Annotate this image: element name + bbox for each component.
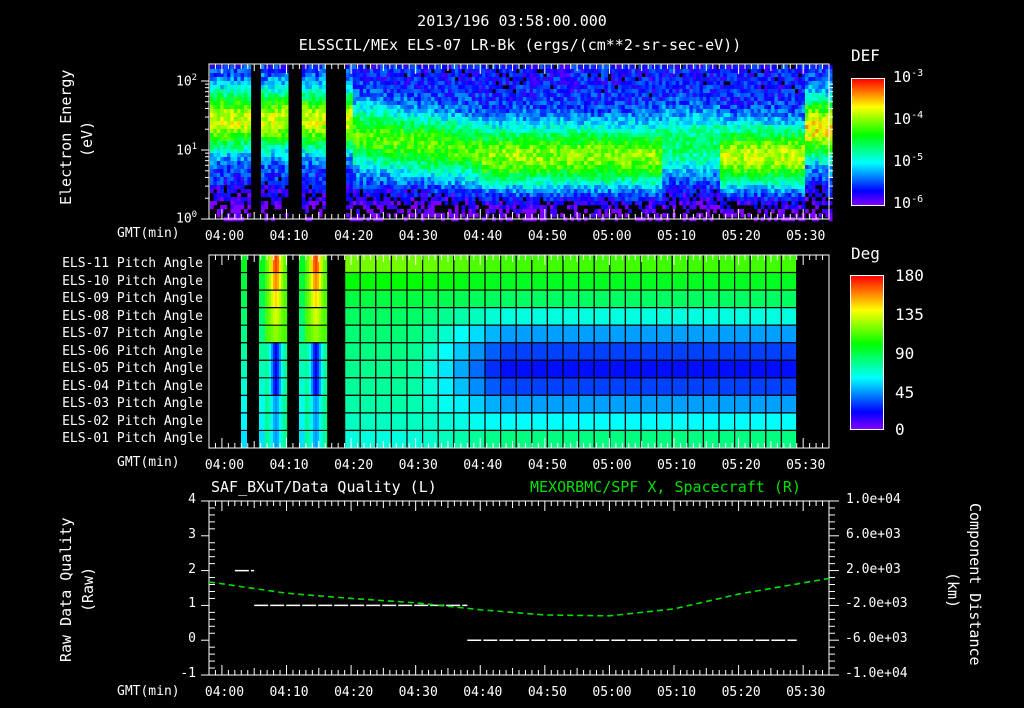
quality-right-ytick: 1.0e+04	[846, 492, 901, 507]
pitch-row-label: ELS-08 Pitch Angle	[62, 308, 203, 324]
xtick-label: 04:40	[463, 685, 503, 700]
quality-left-title: SAF_BXuT/Data Quality (L)	[211, 478, 437, 496]
quality-left-ytick: 2	[188, 561, 196, 577]
deg-colorbar-label-180: 180	[895, 266, 924, 285]
xtick-label: 05:30	[786, 685, 826, 700]
deg-colorbar	[850, 275, 884, 430]
xtick-label: 05:20	[721, 229, 761, 244]
xtick-label: 04:40	[463, 229, 503, 244]
pitch-row-label: ELS-11 Pitch Angle	[62, 256, 203, 271]
pitch-row-label: ELS-10 Pitch Angle	[62, 273, 203, 289]
xtick-label: 05:00	[592, 229, 632, 244]
energy-ylabel: Electron Energy	[57, 69, 75, 205]
def-colorbar-label-1e-4: 10-4	[893, 110, 924, 128]
def-colorbar-label-1e-3: 10-3	[893, 68, 924, 86]
pitch-row-label: ELS-06 Pitch Angle	[62, 343, 203, 359]
xtick-label: 04:20	[334, 229, 374, 244]
quality-right-ytick: -1.0e+04	[845, 666, 908, 681]
xtick-label: 05:00	[592, 685, 632, 700]
energy-xaxis-label: GMT(min)	[117, 226, 180, 241]
energy-ytick-1: 100	[176, 210, 198, 227]
xtick-label: 04:50	[527, 685, 567, 700]
xtick-label: 05:30	[786, 458, 826, 473]
xtick-label: 04:30	[398, 685, 438, 700]
spectrogram-title: ELSSCIL/MEx ELS-07 LR-Bk (ergs/(cm**2-sr…	[298, 36, 742, 54]
xtick-label: 04:50	[527, 229, 567, 244]
plot-timestamp: 2013/196 03:58:00.000	[417, 12, 607, 30]
xtick-label: 04:00	[204, 229, 245, 244]
quality-left-ylabel: Raw Data Quality	[57, 517, 75, 663]
spacecraft-line	[208, 577, 830, 617]
xtick-label: 04:00	[204, 685, 245, 700]
quality-right-ylabel: Component Distance	[966, 503, 984, 666]
quality-right-ylabel-unit: (km)	[944, 572, 962, 609]
pitch-row-label: ELS-05 Pitch Angle	[62, 361, 203, 377]
energy-ytick-10: 101	[176, 142, 198, 159]
quality-left-ylabel-unit: (Raw)	[79, 566, 97, 612]
xtick-label: 04:30	[398, 229, 438, 244]
def-colorbar-label-1e-5: 10-5	[893, 152, 924, 170]
quality-right-ytick: 2.0e+03	[846, 561, 901, 577]
quality-left-ytick: 1	[188, 596, 196, 612]
pitch-row-label: ELS-07 Pitch Angle	[62, 326, 203, 342]
def-colorbar	[851, 78, 885, 206]
pitch-row-label: ELS-09 Pitch Angle	[62, 291, 203, 307]
quality-right-ytick: 6.0e+03	[846, 526, 901, 542]
pitch-xaxis-label: GMT(min)	[117, 455, 180, 470]
quality-right-title: MEXORBMC/SPF X, Spacecraft (R)	[530, 478, 801, 496]
xtick-label: 04:20	[334, 685, 374, 700]
pitch-row-label: ELS-02 Pitch Angle	[62, 413, 203, 429]
xtick-label: 04:20	[334, 458, 374, 473]
quality-left-ytick: 3	[188, 526, 196, 542]
xtick-label: 05:30	[786, 229, 826, 244]
xtick-label: 05:10	[657, 685, 697, 700]
def-colorbar-label-1e-6: 10-6	[893, 194, 924, 212]
xtick-label: 05:00	[592, 458, 632, 473]
deg-colorbar-label-45: 45	[895, 383, 915, 402]
deg-colorbar-label-0: 0	[895, 420, 905, 439]
pitch-row-label: ELS-04 Pitch Angle	[62, 378, 203, 394]
deg-colorbar-label-135: 135	[895, 305, 924, 324]
energy-ylabel-unit: (eV)	[78, 120, 96, 157]
xtick-label: 05:20	[721, 685, 761, 700]
def-colorbar-title: DEF	[851, 46, 880, 65]
energy-heatmap	[210, 65, 833, 222]
xtick-label: 04:50	[527, 458, 567, 473]
deg-colorbar-label-90: 90	[895, 344, 915, 363]
xtick-label: 05:20	[721, 458, 761, 473]
xtick-label: 04:00	[204, 458, 245, 473]
xtick-label: 04:30	[398, 458, 438, 473]
pitch-heatmap	[241, 254, 798, 449]
quality-left-ytick: 0	[188, 631, 196, 647]
xtick-label: 04:10	[269, 458, 309, 473]
xtick-label: 05:10	[657, 458, 697, 473]
quality-right-ytick: -6.0e+03	[845, 631, 908, 647]
pitch-row-label: ELS-01 Pitch Angle	[62, 431, 203, 447]
quality-xaxis-label: GMT(min)	[117, 684, 180, 699]
xtick-label: 04:10	[269, 229, 309, 244]
pitch-row-label: ELS-03 Pitch Angle	[62, 396, 203, 412]
xtick-label: 04:10	[269, 685, 309, 700]
quality-left-ytick: -1	[180, 666, 196, 681]
xtick-label: 05:10	[657, 229, 697, 244]
deg-colorbar-title: Deg	[851, 244, 880, 263]
energy-ytick-100: 102	[176, 73, 198, 90]
xtick-label: 04:40	[463, 458, 503, 473]
quality-right-ytick: -2.0e+03	[845, 596, 908, 612]
quality-left-ytick: 4	[188, 492, 196, 507]
